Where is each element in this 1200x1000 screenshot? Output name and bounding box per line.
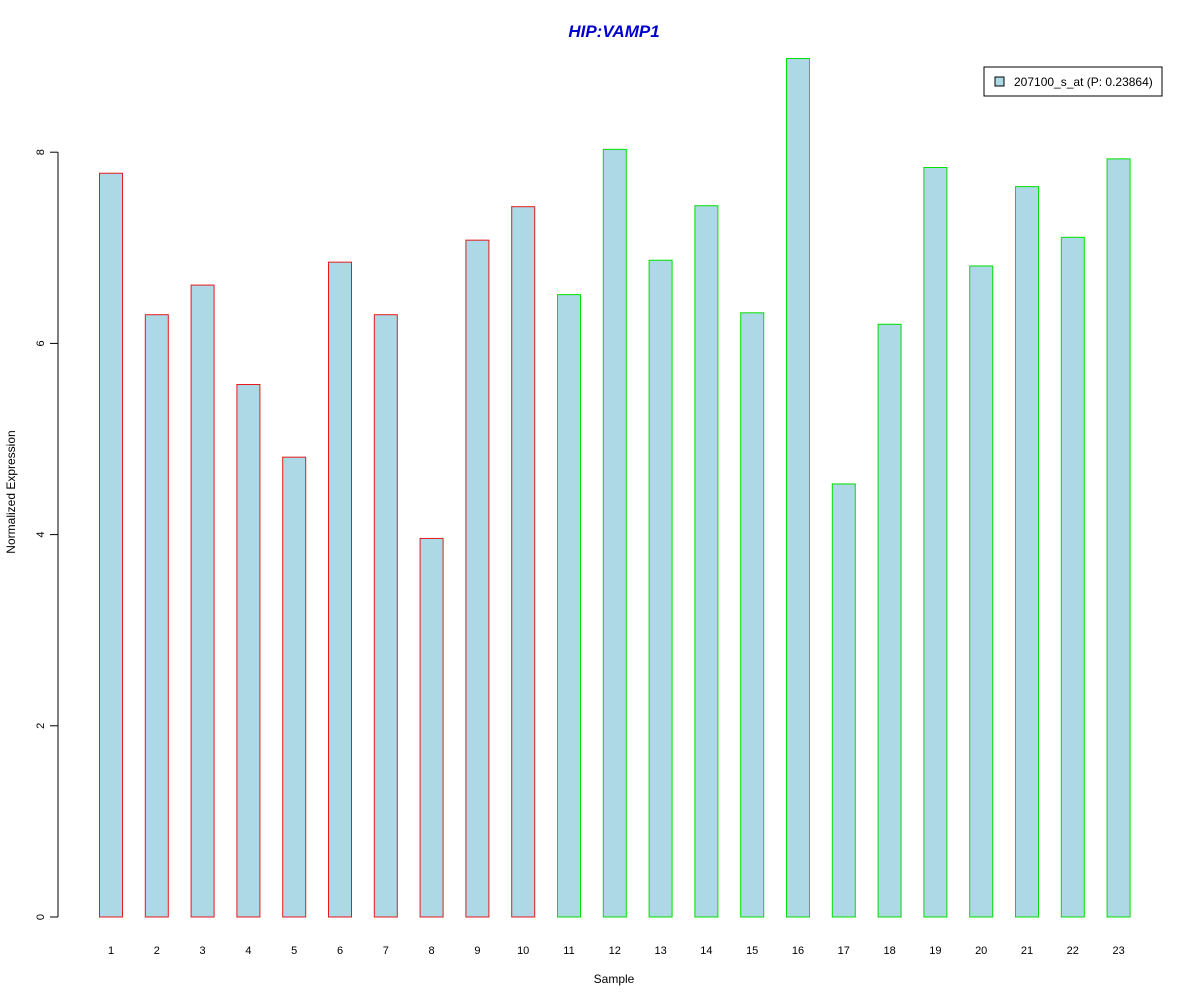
bar-sample-8 [419,537,444,918]
x-tick-label: 12 [609,945,621,957]
x-tick-label: 7 [383,945,389,957]
legend: 207100_s_at (P: 0.23864) [983,66,1163,97]
bar-sample-15 [740,312,765,918]
bar-sample-2 [144,314,169,918]
bar-sample-12 [602,148,627,918]
bar-sample-4 [236,384,261,918]
bar-sample-3 [190,284,215,918]
bar-sample-16 [786,58,810,918]
x-tick-label: 1 [108,945,114,957]
x-tick-label: 22 [1067,945,1079,957]
x-tick-label: 6 [337,945,343,957]
x-tick-labels: 1 2 3 4 5 6 7 8 9 10 11 12 13 14 15 16 17 18 19 20 21 22 23 [108,945,1125,957]
x-tick-label: 5 [291,945,297,957]
bar-sample-22 [1060,236,1085,918]
x-tick-label: 16 [792,945,804,957]
x-tick-label: 14 [700,945,712,957]
bar-sample-5 [282,456,307,918]
x-tick-label: 19 [929,945,941,957]
bar-sample-14 [694,205,719,918]
x-tick-label: 4 [245,945,251,957]
legend-swatch [994,76,1005,87]
bar-sample-9 [465,239,490,918]
x-tick-label: 3 [200,945,206,957]
x-tick-label: 20 [975,945,987,957]
y-tick-label: 4 [35,532,47,538]
y-axis: 0 2 4 6 8 [35,149,59,920]
y-tick-label: 2 [35,723,47,729]
bar-sample-6 [328,261,352,918]
y-axis-label: Normalized Expression [4,430,18,553]
x-tick-label: 2 [154,945,160,957]
x-tick-label: 9 [474,945,480,957]
bar-sample-11 [557,294,581,918]
x-tick-label: 13 [654,945,666,957]
x-tick-label: 11 [563,945,574,957]
legend-entry: 207100_s_at (P: 0.23864) [1014,75,1153,89]
chart-title: HIP:VAMP1 [568,22,659,41]
bar-sample-23 [1106,158,1131,918]
x-tick-label: 10 [517,945,529,957]
bar-sample-10 [511,206,536,918]
bar-sample-20 [969,265,994,918]
x-tick-label: 18 [883,945,895,957]
bar-sample-17 [831,483,856,918]
x-tick-label: 23 [1112,945,1124,957]
bar-sample-7 [373,314,398,918]
y-tick-label: 6 [35,340,47,346]
bar-sample-21 [1015,186,1039,918]
bar-sample-13 [648,259,673,918]
y-tick-label: 8 [35,149,47,155]
x-axis-label: Sample [594,972,635,986]
x-tick-label: 17 [838,945,850,957]
bar-sample-18 [877,323,902,918]
bars-group [99,58,1131,918]
x-tick-label: 15 [746,945,758,957]
bar-sample-1 [99,172,123,918]
x-tick-label: 8 [429,945,435,957]
legend-box [983,66,1163,97]
x-tick-label: 21 [1021,945,1033,957]
y-tick-label: 0 [35,914,47,920]
bar-sample-19 [923,166,948,918]
